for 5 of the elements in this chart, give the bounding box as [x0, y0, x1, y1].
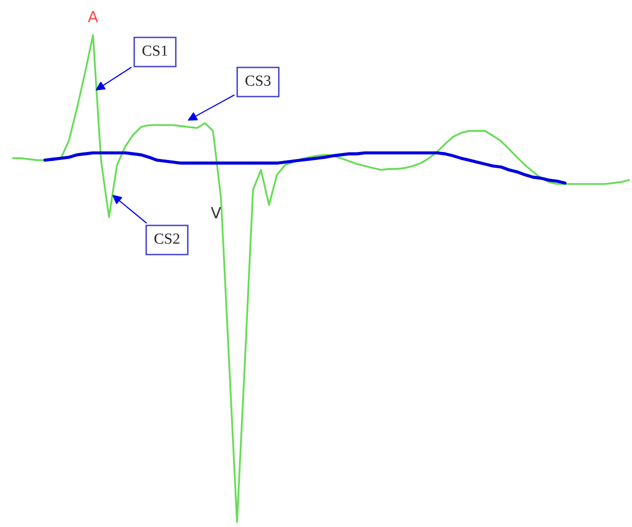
- annotation: CS3: [245, 76, 271, 86]
- annotation: CS1: [142, 46, 168, 56]
- annotation: V: [210, 207, 222, 218]
- text: A: [88, 11, 98, 22]
- annotation: CS2: [154, 234, 180, 244]
